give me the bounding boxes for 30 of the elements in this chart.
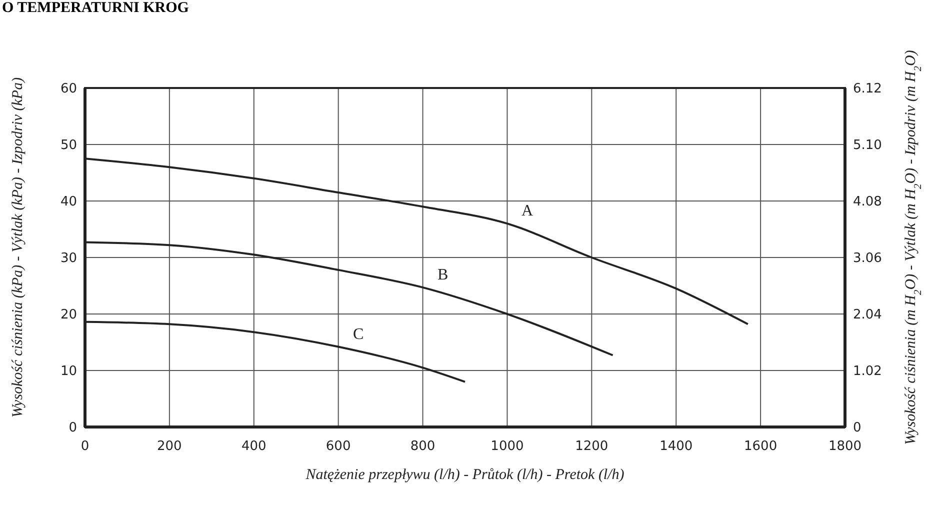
y-tick-label: 60 (60, 82, 77, 97)
y-tick-label: 10 (60, 364, 77, 380)
y2-tick-label: 2.04 (853, 308, 882, 323)
chart-title: O TEMPERATURNI KROG (2, 0, 189, 17)
y2-tick-label: 1.02 (853, 364, 882, 380)
y2-tick-label: 4.08 (853, 194, 882, 210)
x-axis-title: Natężenie przepływu (l/h) - Průtok (l/h) - Pretok (l/h) (304, 467, 624, 483)
x-tick-label: 400 (241, 439, 266, 454)
x-tick-label: 1800 (828, 439, 862, 454)
y-tick-label: 30 (60, 251, 77, 266)
annotation: A (521, 202, 534, 220)
y2-tick-label: 6.12 (853, 82, 882, 97)
annotation: B (437, 266, 448, 284)
x-tick-label: 200 (157, 439, 182, 454)
y-axis-title: Wysokość ciśnienia (kPa) - Výtlak (kPa) - Izpodriv (kPa) (10, 77, 26, 418)
x-tick-label: 1400 (660, 439, 693, 454)
x-tick-label: 800 (410, 439, 436, 454)
y-tick-label: 0 (68, 420, 77, 436)
y-tick-label: 50 (60, 138, 77, 154)
y2-tick-label: 0 (853, 420, 862, 436)
x-tick-label: 0 (80, 439, 90, 454)
y2-tick-label: 3.06 (853, 251, 882, 266)
annotation: C (352, 326, 364, 343)
x-tick-label: 600 (326, 439, 351, 454)
y2-tick-label: 5.10 (853, 138, 882, 154)
x-tick-label: 1000 (490, 439, 524, 454)
x-tick-label: 1200 (575, 439, 608, 454)
x-tick-label: 1600 (744, 439, 778, 454)
y-tick-label: 20 (60, 308, 77, 323)
y-tick-label: 40 (60, 194, 77, 210)
